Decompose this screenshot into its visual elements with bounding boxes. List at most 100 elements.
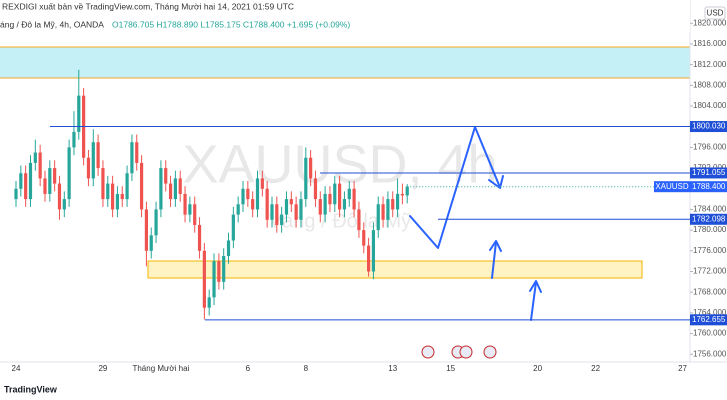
y-tick-label: 1756.000 bbox=[693, 349, 727, 358]
candle-body bbox=[96, 142, 100, 169]
candle-body bbox=[62, 199, 66, 210]
candle-body bbox=[236, 204, 240, 215]
header-bg bbox=[0, 0, 690, 32]
arrow-head bbox=[529, 280, 542, 293]
y-tick-label: 1784.000 bbox=[693, 205, 727, 214]
candle-body bbox=[391, 199, 395, 210]
x-tick-label: 15 bbox=[446, 364, 455, 373]
candle-body bbox=[135, 142, 139, 163]
footer-bg bbox=[0, 380, 727, 400]
candle-body bbox=[309, 157, 313, 179]
support-zone bbox=[147, 260, 643, 279]
x-tick-label: 29 bbox=[98, 364, 107, 373]
candle-body bbox=[72, 131, 76, 148]
event-icon bbox=[459, 345, 473, 359]
candle-body bbox=[139, 162, 144, 210]
candle-body bbox=[111, 183, 115, 210]
candle-body bbox=[202, 250, 206, 308]
candle-body bbox=[270, 204, 274, 220]
y-tick-label: 1764.000 bbox=[693, 308, 727, 317]
candle-body bbox=[183, 193, 187, 215]
candle-body bbox=[352, 188, 356, 210]
candle-body bbox=[318, 199, 322, 215]
candle-body bbox=[275, 204, 279, 225]
candle-body bbox=[284, 199, 289, 215]
candle-body bbox=[159, 168, 163, 210]
y-tick-label: 1776.000 bbox=[693, 246, 727, 255]
arrow-head bbox=[488, 175, 504, 189]
event-icons bbox=[421, 345, 497, 359]
candle-body bbox=[241, 188, 245, 205]
x-tick-label: 8 bbox=[304, 364, 309, 373]
candle-body bbox=[328, 193, 332, 205]
candle-body bbox=[77, 95, 81, 132]
last-price-bg bbox=[690, 181, 727, 193]
candle-body bbox=[299, 199, 303, 220]
resistance-zone bbox=[0, 47, 690, 78]
candle-body bbox=[14, 188, 18, 200]
x-tick-label: 13 bbox=[388, 364, 397, 373]
candle-body bbox=[24, 173, 28, 200]
candle-body bbox=[280, 214, 284, 225]
candle-body bbox=[149, 235, 153, 251]
candle-body bbox=[226, 240, 231, 256]
candle-body bbox=[144, 209, 149, 251]
candle-body bbox=[28, 162, 33, 200]
y-tick-label: 1812.000 bbox=[693, 60, 727, 69]
candle-body bbox=[376, 204, 380, 231]
candle-body bbox=[53, 168, 57, 184]
arrow-path bbox=[409, 126, 500, 249]
candle-body bbox=[130, 142, 134, 174]
level-label: 1791.055 bbox=[692, 168, 726, 177]
event-icon bbox=[483, 345, 497, 359]
y-tick-label: 1760.000 bbox=[693, 329, 727, 338]
candle-body bbox=[304, 157, 308, 200]
candle-body bbox=[19, 173, 23, 189]
y-tick-label: 1816.000 bbox=[693, 39, 727, 48]
candle-body bbox=[125, 173, 129, 200]
candle-body bbox=[362, 230, 366, 246]
candle-body bbox=[323, 193, 327, 215]
y-tick-label: 1772.000 bbox=[693, 267, 727, 276]
candle-body bbox=[197, 224, 202, 251]
x-tick-label: 20 bbox=[533, 364, 542, 373]
y-tick-label: 1768.000 bbox=[693, 287, 727, 296]
candle-body bbox=[178, 178, 182, 194]
candle-body bbox=[381, 204, 385, 220]
arrow-path bbox=[491, 241, 497, 279]
candle-body bbox=[371, 230, 376, 272]
candle-body bbox=[217, 261, 221, 282]
level-label-bg bbox=[690, 121, 727, 133]
x-tick-label: 6 bbox=[246, 364, 251, 373]
candle-body bbox=[86, 157, 91, 179]
ohlc: O1786.705 H1788.890 L1785.175 C1788.400 … bbox=[112, 19, 350, 29]
arrow-path bbox=[530, 281, 537, 321]
candle-body bbox=[188, 204, 192, 215]
y-tick-label: 1808.000 bbox=[693, 80, 727, 89]
candle-body bbox=[357, 209, 361, 231]
y-tick-label: 1804.000 bbox=[693, 101, 727, 110]
currency-box[interactable] bbox=[704, 6, 726, 20]
candle-body bbox=[395, 193, 400, 210]
publisher: REXDIGI xuất bản về TradingView.com, Thá… bbox=[2, 1, 294, 11]
candle-body bbox=[251, 199, 255, 210]
candle-body bbox=[48, 168, 52, 194]
candle-body bbox=[338, 183, 342, 210]
y-tick-label: 1796.000 bbox=[693, 142, 727, 151]
candle-body bbox=[222, 255, 226, 282]
plot bbox=[14, 69, 409, 320]
candle-body bbox=[115, 193, 120, 210]
x-tick-label: Tháng Mười hai bbox=[132, 364, 189, 373]
candle-body bbox=[193, 204, 197, 225]
level-label: 1762.655 bbox=[692, 315, 726, 324]
level-label-bg bbox=[690, 314, 727, 326]
level-label: 1800.030 bbox=[692, 122, 726, 131]
candle-body bbox=[294, 204, 298, 220]
watermark-name: Vàng / Đô la Mỹ bbox=[269, 210, 411, 232]
candle-body bbox=[168, 183, 173, 200]
y-tick-label: 1820.000 bbox=[693, 18, 727, 27]
candle-body bbox=[333, 183, 337, 205]
symbol-info: áng / Đô la Mỹ, 4h, OANDA bbox=[0, 19, 104, 29]
